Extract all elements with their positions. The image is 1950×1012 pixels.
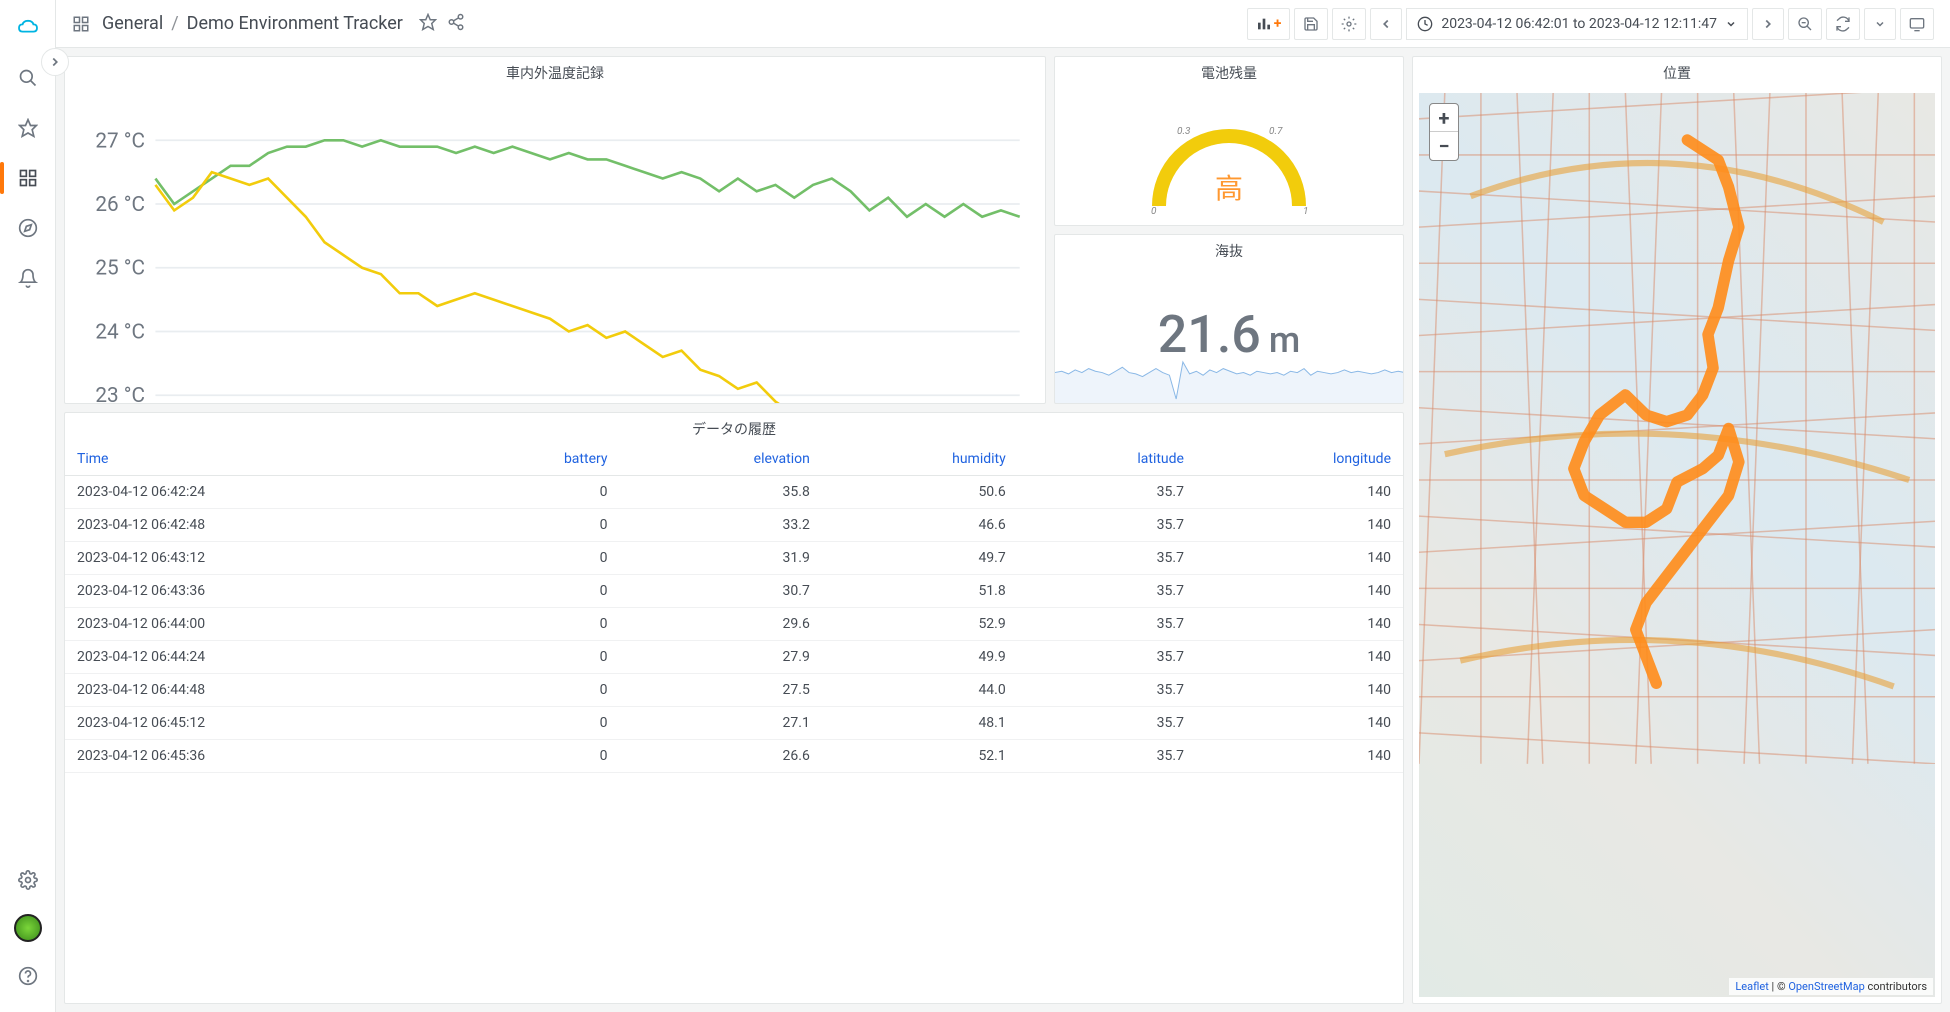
time-next-button[interactable]	[1752, 8, 1784, 40]
leaflet-link[interactable]: Leaflet	[1735, 980, 1768, 993]
battery-gauge[interactable]: 0 0.3 0.7 1 高	[1055, 87, 1403, 225]
table-row: 2023-04-12 06:45:12027.148.135.7140	[65, 707, 1403, 740]
map-attribution: Leaflet | © OpenStreetMap contributors	[1729, 978, 1933, 995]
zoom-out-button[interactable]	[1788, 8, 1822, 40]
elevation-value: 21.6	[1158, 304, 1261, 365]
user-avatar[interactable]	[14, 914, 42, 942]
table-header[interactable]: longitude	[1196, 443, 1403, 476]
table-row: 2023-04-12 06:45:36026.652.135.7140	[65, 740, 1403, 773]
save-dashboard-button[interactable]	[1294, 8, 1328, 40]
table-row: 2023-04-12 06:44:24027.949.935.7140	[65, 641, 1403, 674]
history-table-title: データの履歴	[65, 413, 1403, 443]
table-header[interactable]: Time	[65, 443, 449, 476]
breadcrumb-icon[interactable]	[72, 15, 90, 33]
svg-text:0.3: 0.3	[1177, 126, 1191, 137]
svg-text:27 °C: 27 °C	[95, 129, 145, 153]
chevron-down-icon	[1725, 18, 1737, 30]
history-table-panel: データの履歴 Timebatteryelevationhumiditylatit…	[64, 412, 1404, 1004]
sidebar	[0, 0, 56, 1012]
time-range-picker[interactable]: 2023-04-12 06:42:01 to 2023-04-12 12:11:…	[1406, 8, 1748, 40]
elevation-sparkline	[1055, 358, 1404, 403]
map-track	[1419, 93, 1935, 764]
temperature-panel: 車内外温度記録 21 °C22 °C23 °C24 °C25 °C26 °C27…	[64, 56, 1046, 404]
favorite-star-icon[interactable]	[419, 13, 437, 35]
breadcrumb-folder[interactable]: General	[102, 13, 163, 34]
table-row: 2023-04-12 06:44:00029.652.935.7140	[65, 608, 1403, 641]
map-zoom-in-button[interactable]: +	[1430, 104, 1458, 132]
topbar: General / Demo Environment Tracker +	[56, 0, 1950, 48]
battery-panel: 電池残量 0 0.3 0.7 1 高	[1054, 56, 1404, 226]
elevation-stat[interactable]: 21.6m	[1055, 265, 1403, 403]
svg-text:23 °C: 23 °C	[95, 384, 145, 404]
map-zoom-out-button[interactable]: −	[1430, 132, 1458, 160]
table-header[interactable]: battery	[449, 443, 620, 476]
logo-icon[interactable]	[8, 8, 48, 48]
dashboards-nav-icon[interactable]	[8, 158, 48, 198]
map-zoom-control: + −	[1429, 103, 1459, 161]
expand-sidebar-button[interactable]	[41, 48, 69, 76]
svg-text:0.7: 0.7	[1269, 126, 1283, 137]
star-nav-icon[interactable]	[8, 108, 48, 148]
table-row: 2023-04-12 06:42:48033.246.635.7140	[65, 509, 1403, 542]
explore-nav-icon[interactable]	[8, 208, 48, 248]
map-title: 位置	[1413, 57, 1941, 87]
elevation-panel: 海抜 21.6m	[1054, 234, 1404, 404]
svg-text:1: 1	[1303, 206, 1308, 216]
table-row: 2023-04-12 06:43:12031.949.735.7140	[65, 542, 1403, 575]
add-panel-button[interactable]: +	[1247, 8, 1291, 40]
svg-text:24 °C: 24 °C	[95, 320, 145, 344]
time-prev-button[interactable]	[1370, 8, 1402, 40]
svg-text:26 °C: 26 °C	[95, 193, 145, 217]
battery-title: 電池残量	[1055, 57, 1403, 87]
osm-link[interactable]: OpenStreetMap	[1788, 980, 1864, 993]
table-header[interactable]: elevation	[620, 443, 822, 476]
temperature-chart[interactable]: 21 °C22 °C23 °C24 °C25 °C26 °C27 °C07:00…	[69, 91, 1037, 404]
table-row: 2023-04-12 06:42:24035.850.635.7140	[65, 476, 1403, 509]
help-nav-icon[interactable]	[8, 956, 48, 996]
map-panel: 位置 + − Leaflet | © OpenStreetMap contrib…	[1412, 56, 1942, 1004]
elevation-title: 海抜	[1055, 235, 1403, 265]
temperature-title: 車内外温度記録	[65, 57, 1045, 87]
page-title[interactable]: Demo Environment Tracker	[187, 13, 403, 34]
elevation-unit: m	[1269, 319, 1300, 361]
svg-text:25 °C: 25 °C	[95, 257, 145, 281]
breadcrumb-separator: /	[171, 13, 178, 34]
alerts-nav-icon[interactable]	[8, 258, 48, 298]
time-range-text: 2023-04-12 06:42:01 to 2023-04-12 12:11:…	[1441, 16, 1717, 32]
battery-value-label: 高	[1215, 167, 1243, 207]
refresh-button[interactable]	[1826, 8, 1860, 40]
svg-text:0: 0	[1151, 206, 1157, 216]
refresh-interval-button[interactable]	[1864, 8, 1896, 40]
table-header[interactable]: humidity	[822, 443, 1018, 476]
map-viewport[interactable]: + − Leaflet | © OpenStreetMap contributo…	[1419, 93, 1935, 997]
breadcrumb: General / Demo Environment Tracker	[102, 13, 403, 34]
tv-mode-button[interactable]	[1900, 8, 1934, 40]
table-header[interactable]: latitude	[1018, 443, 1196, 476]
share-icon[interactable]	[447, 13, 465, 35]
settings-nav-icon[interactable]	[8, 860, 48, 900]
history-table: Timebatteryelevationhumiditylatitudelong…	[65, 443, 1403, 773]
table-row: 2023-04-12 06:44:48027.544.035.7140	[65, 674, 1403, 707]
table-row: 2023-04-12 06:43:36030.751.835.7140	[65, 575, 1403, 608]
dashboard-settings-button[interactable]	[1332, 8, 1366, 40]
